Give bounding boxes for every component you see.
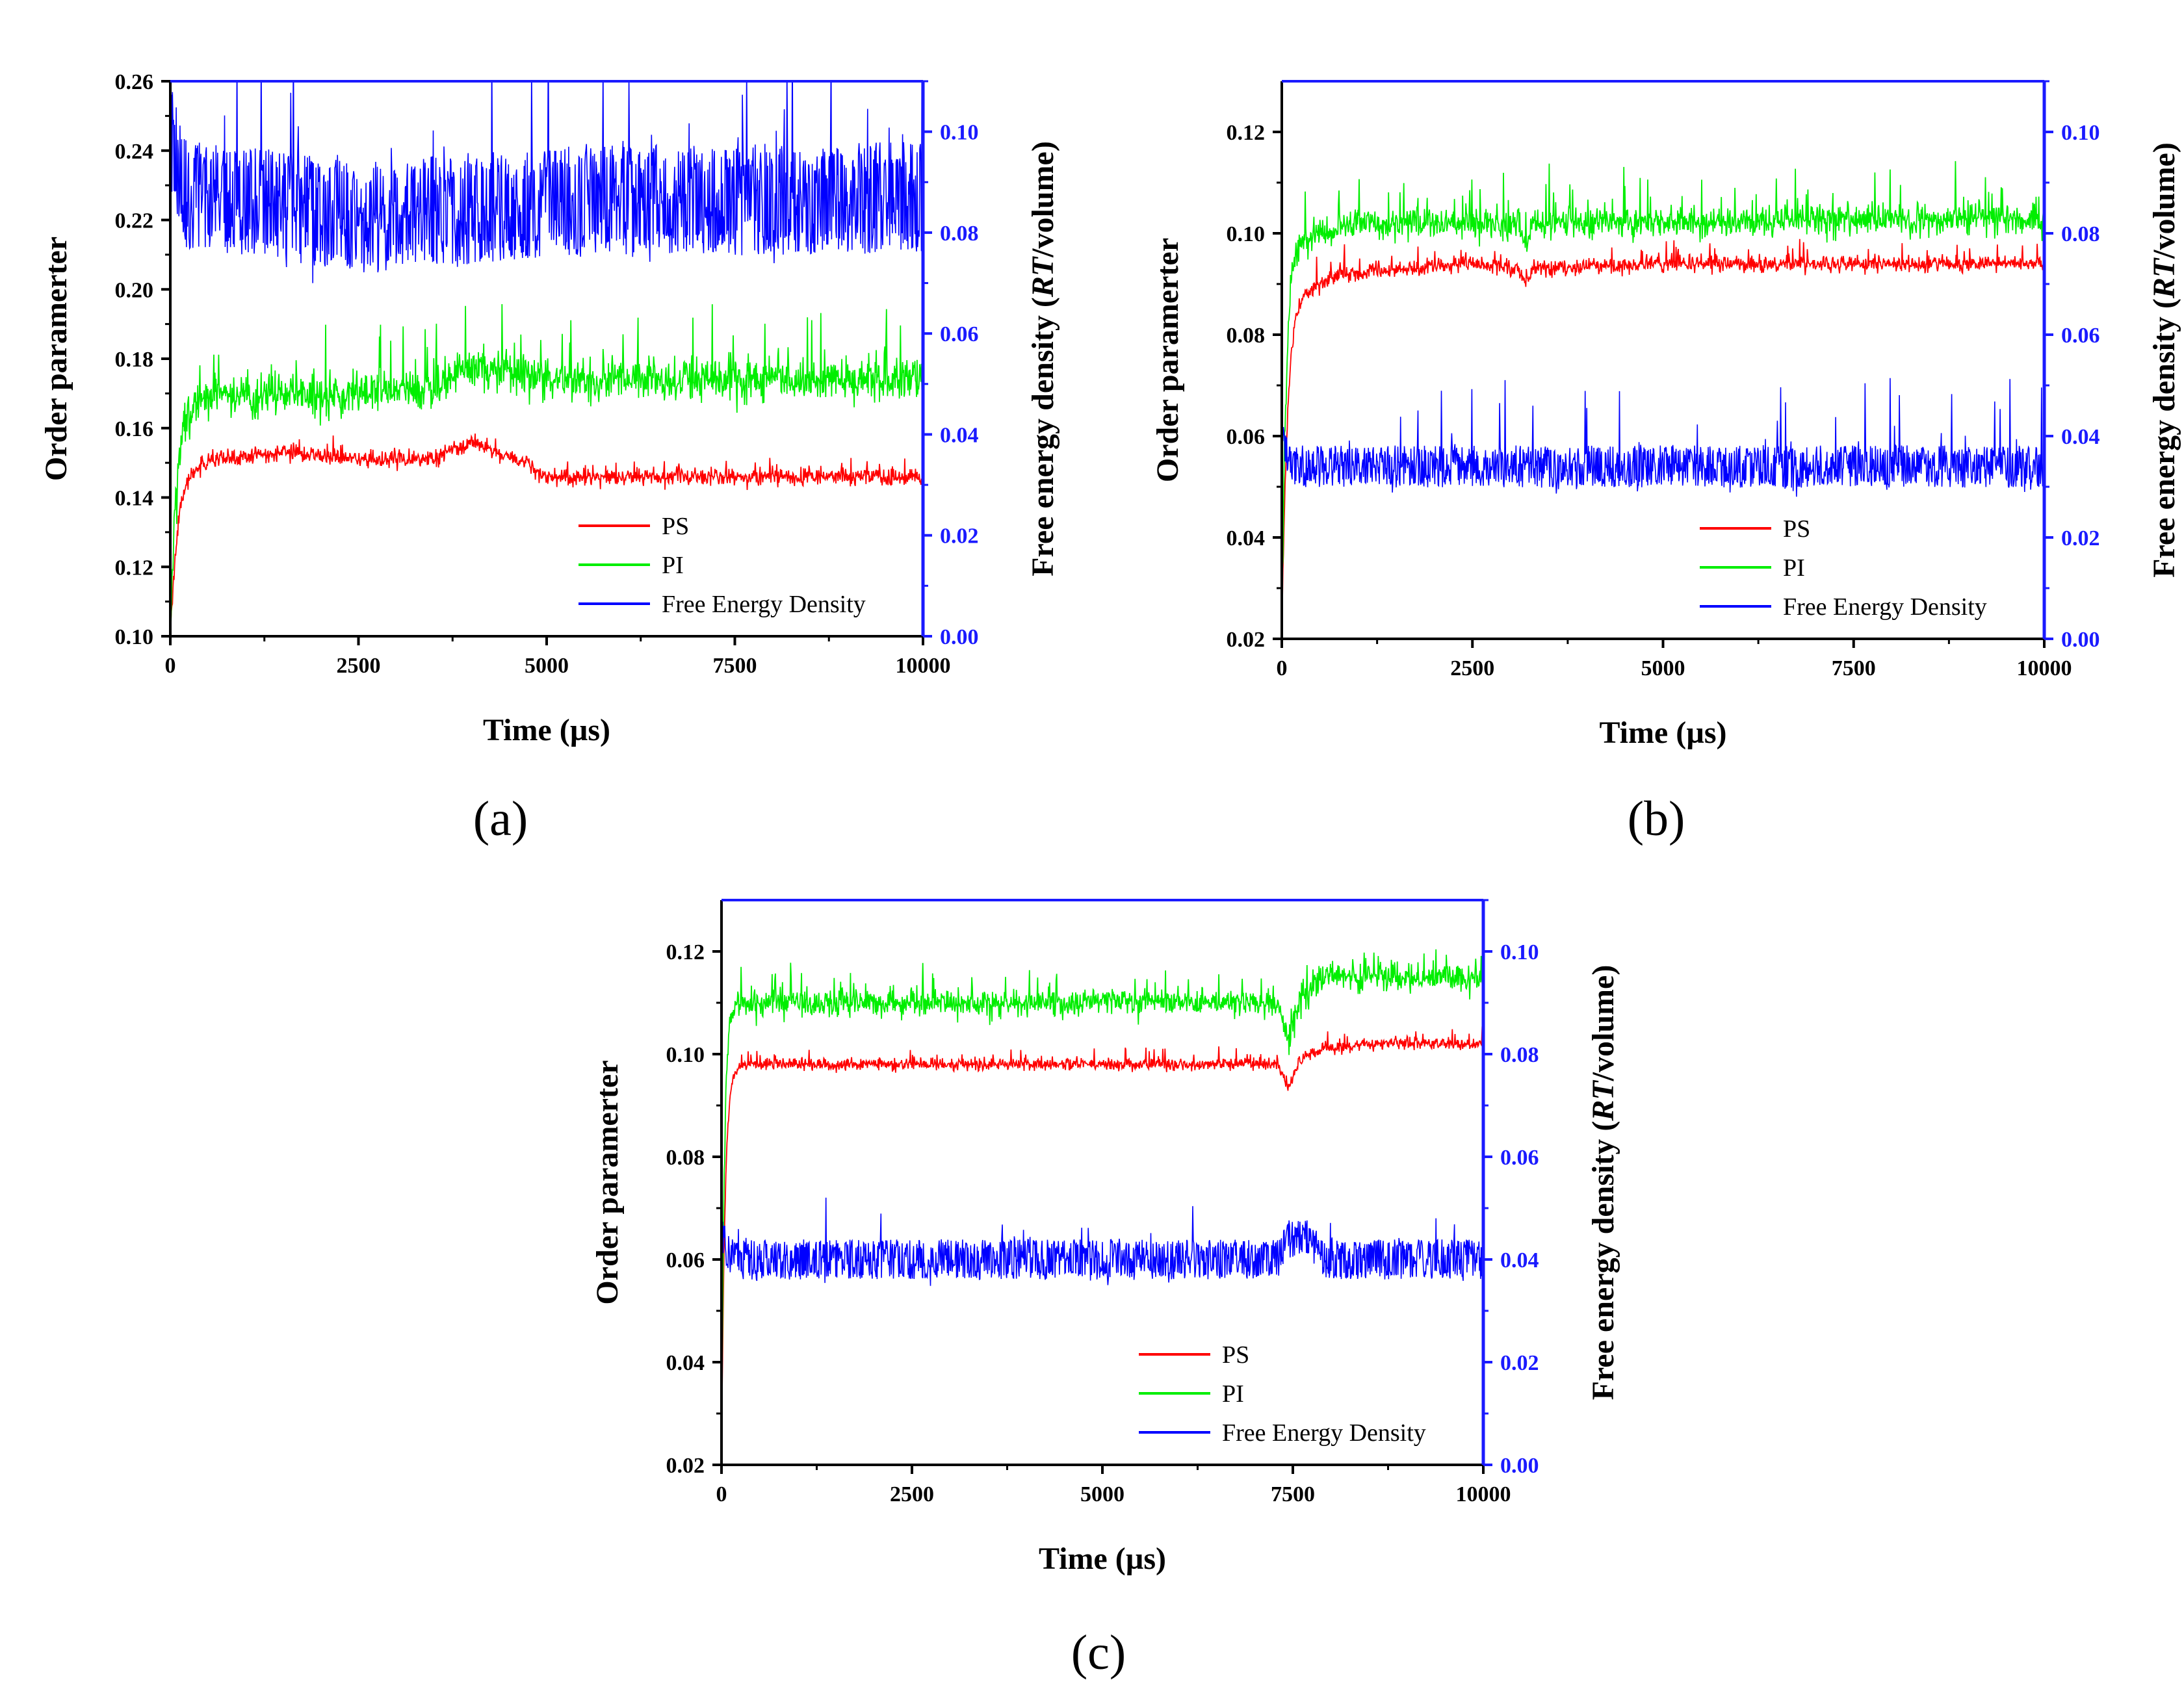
series-line-pi bbox=[172, 303, 922, 623]
x-tick-label: 0 bbox=[165, 654, 176, 678]
series-line-ps bbox=[172, 433, 922, 619]
series-line-pi bbox=[1283, 161, 2043, 565]
legend-label-2: Free Energy Density bbox=[662, 591, 866, 618]
x-tick-label: 0 bbox=[1277, 656, 1288, 680]
y-left-tick-label: 0.12 bbox=[666, 940, 705, 964]
y-right-tick-label: 0.00 bbox=[2061, 628, 2100, 652]
y-right-tick-label: 0.08 bbox=[940, 222, 979, 246]
x-tick-label: 10000 bbox=[896, 654, 951, 678]
y-right-tick-label: 0.06 bbox=[940, 322, 979, 346]
series-line-ps bbox=[723, 1026, 1482, 1388]
y-left-tick-label: 0.08 bbox=[1227, 324, 1266, 348]
x-tick-label: 10000 bbox=[2017, 656, 2072, 680]
y-right-tick-label: 0.10 bbox=[2061, 121, 2100, 145]
y-right-title-prefix: Free energy density ( bbox=[1586, 1121, 1620, 1401]
panel-label: (a) bbox=[473, 792, 528, 846]
x-axis-title: Time (µs) bbox=[483, 713, 610, 747]
x-tick-label: 7500 bbox=[1271, 1482, 1315, 1506]
y-right-tick-label: 0.04 bbox=[1500, 1248, 1539, 1272]
series-line-free-energy-density bbox=[172, 81, 922, 283]
chart-panel-0: 0 2500 5000 7500 10000 0.10 0.12 0.14 0.16 0.18 0.… bbox=[39, 70, 1060, 846]
series-line-free-energy-density bbox=[723, 1197, 1482, 1286]
y-left-tick-label: 0.20 bbox=[115, 278, 154, 302]
y-right-tick-label: 0.06 bbox=[2061, 324, 2100, 348]
y-left-axis-title: Order paramerter bbox=[39, 237, 73, 481]
legend-label-0: PS bbox=[1222, 1341, 1249, 1369]
x-axis-title: Time (µs) bbox=[1039, 1542, 1166, 1576]
y-left-axis-title: Order paramerter bbox=[1150, 238, 1185, 482]
panel-label: (c) bbox=[1071, 1625, 1126, 1680]
y-right-title-suffix: /volume) bbox=[1026, 141, 1060, 258]
series-line-ps bbox=[1283, 239, 2043, 596]
x-tick-label: 10000 bbox=[1456, 1482, 1511, 1506]
y-left-tick-label: 0.12 bbox=[115, 556, 154, 580]
y-left-tick-label: 0.12 bbox=[1227, 121, 1266, 145]
y-right-title-italic: RT bbox=[1586, 1080, 1620, 1122]
y-right-axis-title: Free energy density (RT/volume) bbox=[1586, 965, 1620, 1401]
y-right-tick-label: 0.04 bbox=[940, 423, 979, 447]
y-right-tick-label: 0.02 bbox=[1500, 1351, 1539, 1375]
chart-panel-2: 0 2500 5000 7500 10000 0.02 0.04 0.06 0.08 0.10 0.… bbox=[590, 899, 1620, 1680]
y-right-tick-label: 0.08 bbox=[1500, 1043, 1539, 1067]
legend-label-0: PS bbox=[662, 513, 689, 540]
y-left-tick-label: 0.14 bbox=[115, 487, 154, 511]
series-line-free-energy-density bbox=[1283, 378, 2043, 497]
y-left-tick-label: 0.06 bbox=[666, 1248, 705, 1272]
y-left-tick-label: 0.06 bbox=[1227, 425, 1266, 449]
y-left-tick-label: 0.24 bbox=[115, 140, 154, 164]
y-left-tick-label: 0.02 bbox=[1227, 628, 1266, 652]
y-left-tick-label: 0.10 bbox=[115, 625, 154, 649]
x-tick-label: 2500 bbox=[1450, 656, 1494, 680]
y-left-tick-label: 0.10 bbox=[666, 1043, 705, 1067]
y-right-axis-title: Free energy density (RT/volume) bbox=[1026, 141, 1060, 576]
legend-label-0: PS bbox=[1783, 515, 1810, 543]
y-left-tick-label: 0.04 bbox=[666, 1351, 705, 1375]
chart-panel-1: 0 2500 5000 7500 10000 0.02 0.04 0.06 0.08 0.10 0.… bbox=[1150, 80, 2181, 846]
y-right-tick-label: 0.00 bbox=[940, 625, 979, 649]
y-left-tick-label: 0.10 bbox=[1227, 222, 1266, 246]
x-tick-label: 2500 bbox=[337, 654, 381, 678]
y-right-tick-label: 0.06 bbox=[1500, 1146, 1539, 1170]
y-right-tick-label: 0.00 bbox=[1500, 1454, 1539, 1478]
y-right-tick-label: 0.10 bbox=[1500, 940, 1539, 964]
y-right-title-prefix: Free energy density ( bbox=[2147, 298, 2181, 578]
y-right-title-suffix: /volume) bbox=[1586, 965, 1620, 1082]
y-right-tick-label: 0.10 bbox=[940, 121, 979, 145]
y-right-title-prefix: Free energy density ( bbox=[1026, 297, 1060, 576]
legend-label-2: Free Energy Density bbox=[1222, 1419, 1426, 1447]
y-right-title-italic: RT bbox=[2147, 257, 2181, 299]
legend-label-1: PI bbox=[662, 552, 684, 579]
y-right-tick-label: 0.02 bbox=[2061, 526, 2100, 550]
y-right-title-italic: RT bbox=[1026, 256, 1060, 298]
x-tick-label: 5000 bbox=[1080, 1482, 1124, 1506]
x-tick-label: 2500 bbox=[890, 1482, 934, 1506]
y-left-axis-title: Order paramerter bbox=[590, 1060, 625, 1304]
y-left-tick-label: 0.08 bbox=[666, 1146, 705, 1170]
y-left-tick-label: 0.18 bbox=[115, 348, 154, 372]
series-line-pi bbox=[723, 949, 1482, 1360]
y-left-tick-label: 0.04 bbox=[1227, 526, 1266, 550]
panel-label: (b) bbox=[1628, 792, 1685, 846]
x-tick-label: 7500 bbox=[713, 654, 757, 678]
y-right-title-suffix: /volume) bbox=[2147, 142, 2181, 259]
legend-label-2: Free Energy Density bbox=[1783, 593, 1987, 621]
y-right-axis-title: Free energy density (RT/volume) bbox=[2147, 142, 2181, 578]
y-left-tick-label: 0.22 bbox=[115, 209, 154, 233]
x-axis-title: Time (µs) bbox=[1599, 716, 1726, 750]
legend-label-1: PI bbox=[1222, 1380, 1244, 1408]
x-tick-label: 5000 bbox=[1641, 656, 1685, 680]
y-left-tick-label: 0.26 bbox=[115, 70, 154, 94]
legend-label-1: PI bbox=[1783, 554, 1805, 582]
y-left-tick-label: 0.02 bbox=[666, 1454, 705, 1478]
y-left-tick-label: 0.16 bbox=[115, 417, 154, 441]
y-right-tick-label: 0.04 bbox=[2061, 425, 2100, 449]
x-tick-label: 5000 bbox=[525, 654, 569, 678]
y-right-tick-label: 0.02 bbox=[940, 524, 979, 549]
x-tick-label: 0 bbox=[716, 1482, 727, 1506]
x-tick-label: 7500 bbox=[1832, 656, 1876, 680]
y-right-tick-label: 0.08 bbox=[2061, 222, 2100, 246]
